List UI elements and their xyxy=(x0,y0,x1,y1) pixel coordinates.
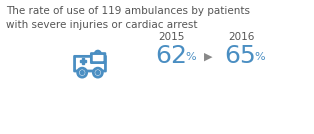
Circle shape xyxy=(96,71,100,75)
Circle shape xyxy=(78,68,87,77)
Text: %: % xyxy=(185,52,196,62)
Text: ▶: ▶ xyxy=(204,52,213,62)
Text: 2015: 2015 xyxy=(158,32,184,42)
Circle shape xyxy=(93,68,102,77)
FancyBboxPatch shape xyxy=(74,56,106,71)
Text: 62: 62 xyxy=(155,44,187,68)
Text: 2016: 2016 xyxy=(228,32,254,42)
Text: with severe injuries or cardiac arrest: with severe injuries or cardiac arrest xyxy=(6,20,198,30)
Circle shape xyxy=(80,71,84,75)
Text: The rate of use of 119 ambulances by patients: The rate of use of 119 ambulances by pat… xyxy=(6,6,250,16)
Bar xyxy=(82,57,84,64)
FancyBboxPatch shape xyxy=(91,54,105,63)
Bar xyxy=(80,60,86,62)
Text: 65: 65 xyxy=(224,44,256,68)
Text: %: % xyxy=(254,52,265,62)
